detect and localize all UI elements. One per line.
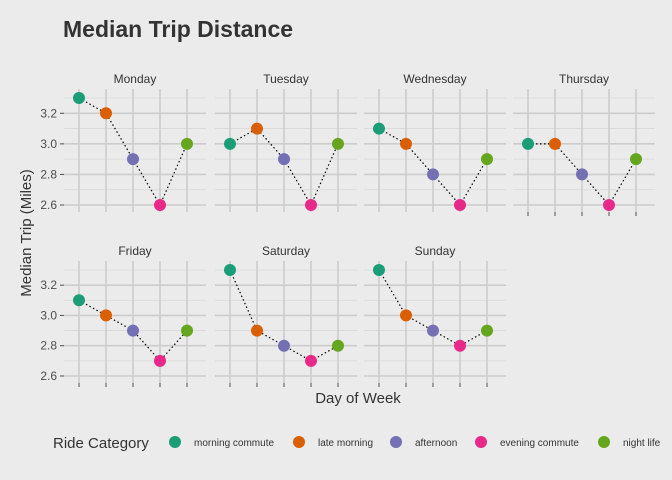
panel-sunday: Sunday — [364, 244, 506, 387]
point-saturday-afternoon — [278, 339, 290, 352]
strip-label-tuesday: Tuesday — [263, 72, 309, 86]
point-wednesday-afternoon — [427, 168, 439, 181]
point-wednesday-morning-commute — [373, 122, 385, 135]
point-friday-late-morning — [100, 309, 112, 322]
y-tick-label: 3.2 — [40, 278, 57, 292]
y-tick-label: 2.8 — [40, 167, 57, 181]
trend-line — [378, 269, 488, 347]
legend-key — [475, 436, 487, 448]
panel-monday: Monday 2.6 2.8 3.0 3.2 — [40, 72, 206, 212]
y-axis-title: Median Trip (Miles) — [18, 169, 35, 297]
legend-label: morning commute — [194, 438, 274, 449]
point-saturday-evening-commute — [305, 354, 317, 367]
panel-thursday: Thursday — [513, 72, 655, 216]
point-monday-morning-commute — [73, 92, 85, 104]
panel-tuesday: Tuesday — [215, 72, 357, 212]
panel-friday: Friday 2.6 2.8 3.0 3.2 — [40, 244, 206, 387]
y-tick-label: 3.0 — [40, 308, 57, 322]
trend-line — [78, 299, 188, 362]
point-monday-evening-commute — [154, 199, 166, 211]
panel-saturday: Saturday — [215, 244, 357, 387]
panel-wednesday: Wednesday — [364, 72, 506, 212]
trend-line — [378, 128, 488, 207]
point-tuesday-night-life — [332, 137, 344, 150]
strip-label-sunday: Sunday — [415, 244, 456, 258]
point-tuesday-morning-commute — [224, 137, 236, 150]
facet-panels: Monday 2.6 2.8 3.0 3.2 Tuesday Wednesday Thursd… — [40, 72, 655, 387]
point-thursday-morning-commute — [522, 137, 534, 150]
point-thursday-night-life — [630, 153, 642, 166]
legend-title: Ride Category — [53, 435, 149, 452]
point-monday-late-morning — [100, 107, 112, 120]
legend-entry-morning-commute: morning commute — [169, 436, 274, 449]
point-wednesday-night-life — [481, 153, 493, 166]
strip-label-monday: Monday — [114, 72, 157, 86]
point-thursday-late-morning — [549, 137, 561, 150]
point-friday-night-life — [181, 324, 193, 337]
legend-label: afternoon — [415, 438, 457, 449]
point-tuesday-evening-commute — [305, 199, 317, 211]
trend-line — [229, 127, 339, 207]
point-sunday-morning-commute — [373, 264, 385, 276]
point-monday-afternoon — [127, 153, 139, 166]
y-tick-label: 2.6 — [40, 369, 57, 383]
legend-entry-night-life: night life — [598, 436, 661, 449]
point-monday-night-life — [181, 137, 193, 150]
point-thursday-afternoon — [576, 168, 588, 181]
y-tick-label: 3.2 — [40, 106, 57, 120]
point-friday-morning-commute — [73, 294, 85, 307]
legend-key — [598, 436, 610, 448]
point-sunday-night-life — [481, 324, 493, 337]
point-sunday-evening-commute — [454, 339, 466, 352]
legend-entry-evening-commute: evening commute — [475, 436, 579, 449]
legend-label: evening commute — [500, 438, 579, 449]
legend-label: night life — [623, 438, 661, 449]
strip-label-thursday: Thursday — [559, 72, 609, 86]
point-sunday-afternoon — [427, 324, 439, 337]
point-tuesday-afternoon — [278, 153, 290, 166]
y-tick-label: 3.0 — [40, 137, 57, 151]
y-tick-label: 2.8 — [40, 339, 57, 353]
point-tuesday-late-morning — [251, 122, 263, 135]
legend-label: late morning — [318, 438, 373, 449]
x-axis-title: Day of Week — [315, 390, 401, 407]
point-friday-afternoon — [127, 324, 139, 337]
strip-label-saturday: Saturday — [262, 244, 310, 258]
point-saturday-morning-commute — [224, 264, 236, 276]
y-tick-label: 2.6 — [40, 198, 57, 212]
legend-entry-afternoon: afternoon — [390, 436, 457, 449]
point-wednesday-evening-commute — [454, 199, 466, 211]
chart-title: Median Trip Distance — [63, 16, 293, 42]
point-thursday-evening-commute — [603, 199, 615, 211]
legend: Ride Category morning commute late mornin… — [53, 435, 661, 452]
point-wednesday-late-morning — [400, 137, 412, 150]
point-sunday-late-morning — [400, 309, 412, 322]
point-friday-evening-commute — [154, 354, 166, 367]
legend-key — [293, 436, 305, 448]
legend-key — [169, 436, 181, 448]
point-saturday-night-life — [332, 339, 344, 352]
legend-entry-late-morning: late morning — [293, 436, 373, 449]
point-saturday-late-morning — [251, 324, 263, 337]
strip-label-friday: Friday — [118, 244, 151, 258]
legend-key — [390, 436, 402, 448]
strip-label-wednesday: Wednesday — [403, 72, 466, 86]
